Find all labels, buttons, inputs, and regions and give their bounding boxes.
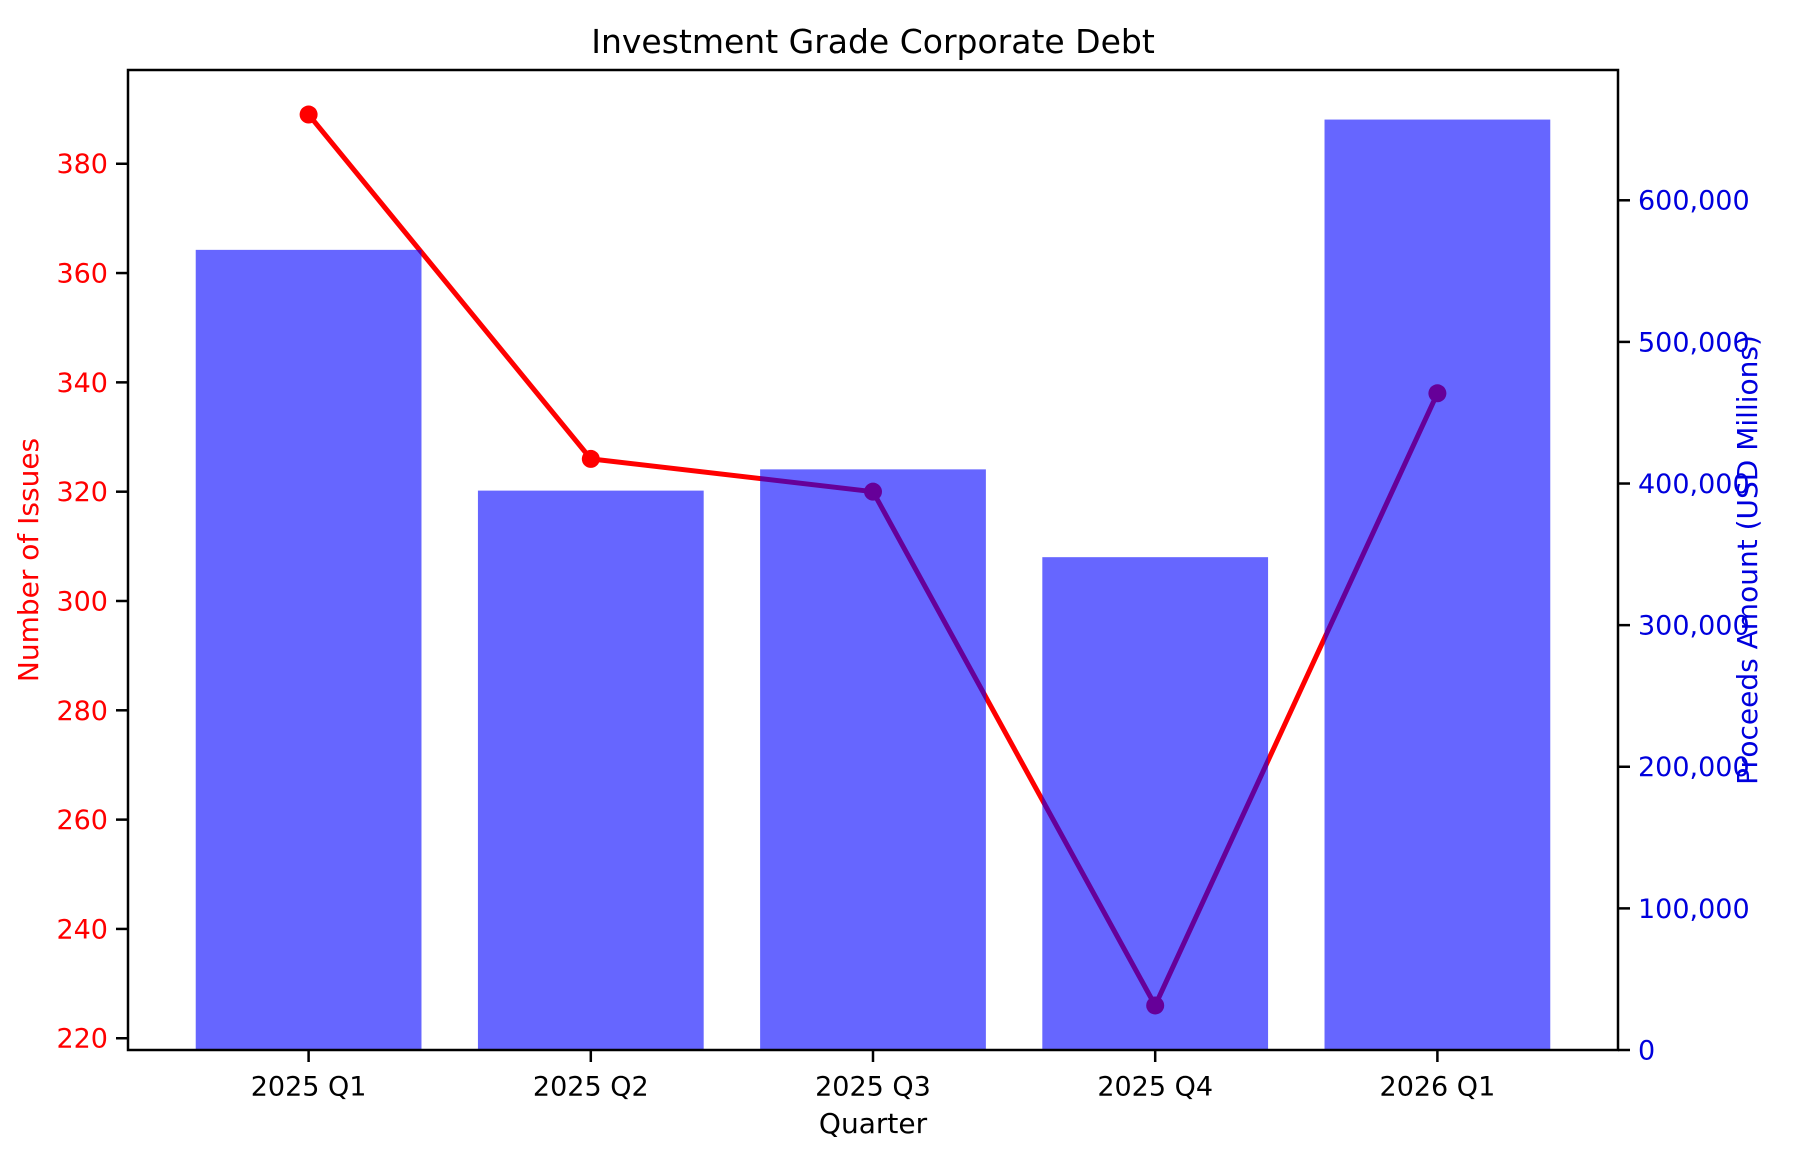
- left-axis-tick-label: 300: [56, 586, 108, 617]
- x-axis-tick-label-2025-q3: 2025 Q3: [815, 1071, 931, 1102]
- right-axis-tick-label: 200,000: [1638, 752, 1750, 783]
- chart-title: Investment Grade Corporate Debt: [591, 22, 1155, 61]
- right-y-axis-label: Proceeds Amount (USD Millions): [1731, 335, 1764, 785]
- left-axis-tick-label: 280: [56, 696, 108, 727]
- x-axis-label: Quarter: [819, 1107, 928, 1140]
- x-axis-tick-label-2026-q1: 2026 Q1: [1380, 1071, 1496, 1102]
- right-axis-tick-label: 600,000: [1638, 186, 1750, 217]
- left-axis-tick-label: 380: [56, 149, 108, 180]
- left-axis-tick-label: 320: [56, 477, 108, 508]
- bar-2025-q3: [760, 469, 986, 1051]
- right-axis-tick-label: 500,000: [1638, 327, 1750, 358]
- bar-2025-q4: [1042, 557, 1269, 1050]
- left-axis-tick-label: 240: [56, 914, 108, 945]
- bar-2025-q2: [477, 490, 704, 1050]
- right-axis-tick-label: 300,000: [1638, 611, 1750, 642]
- axes-ticks-group: 220 240 260 280 300 320 340 360 380 0 100,000 200,0…: [56, 149, 1749, 1102]
- left-y-axis-label: Number of Issues: [12, 438, 45, 682]
- left-axis-tick-label: 220: [56, 1024, 108, 1055]
- line-marker-2025-q2: [581, 449, 600, 468]
- bar-series-group: [195, 119, 1551, 1051]
- left-axis-tick-label: 360: [56, 259, 108, 290]
- right-axis-tick-label: 100,000: [1638, 894, 1750, 925]
- right-axis-tick-label: 0: [1638, 1035, 1655, 1066]
- line-marker-2025-q1: [299, 105, 318, 124]
- bar-2026-q1: [1324, 119, 1551, 1051]
- x-axis-tick-label-2025-q1: 2025 Q1: [251, 1071, 367, 1102]
- right-axis-tick-label: 400,000: [1638, 469, 1750, 500]
- x-axis-tick-label-2025-q2: 2025 Q2: [533, 1071, 649, 1102]
- x-axis-tick-label-2025-q4: 2025 Q4: [1097, 1071, 1213, 1102]
- bar-2025-q1: [195, 249, 422, 1051]
- left-axis-tick-label: 260: [56, 805, 108, 836]
- left-axis-tick-label: 340: [56, 368, 108, 399]
